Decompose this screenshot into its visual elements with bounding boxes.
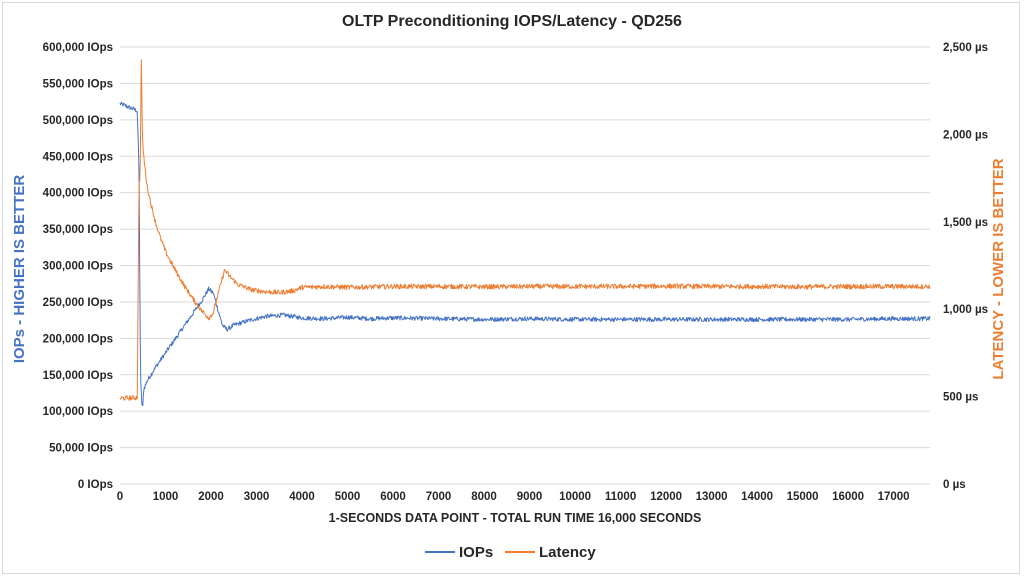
y-left-tick-label: 350,000 IOps	[43, 224, 113, 236]
x-tick-label: 5000	[335, 491, 361, 503]
y-left-tick-label: 450,000 IOps	[43, 151, 113, 163]
x-tick-label: 6000	[380, 491, 406, 503]
x-tick-label: 12000	[650, 491, 682, 503]
y-right-tick-label: 1,500 µs	[943, 217, 988, 229]
x-tick-label: 1000	[153, 491, 179, 503]
legend: IOPs Latency	[425, 544, 596, 561]
y-left-tick-label: 200,000 IOps	[43, 333, 113, 345]
y-right-tick-label: 500 µs	[943, 392, 978, 404]
y-left-tick-label: 0 IOps	[78, 479, 113, 491]
x-tick-label: 2000	[198, 491, 224, 503]
y-left-tick-label: 250,000 IOps	[43, 297, 113, 309]
y-left-tick-label: 100,000 IOps	[43, 406, 113, 418]
legend-label-latency: Latency	[539, 544, 596, 561]
x-tick-label: 7000	[426, 491, 452, 503]
y-left-tick-label: 300,000 IOps	[43, 261, 113, 273]
series-line-iops	[119, 101, 931, 406]
y-right-tick-label: 2,000 µs	[943, 129, 988, 141]
chart-title: OLTP Preconditioning IOPS/Latency - QD25…	[342, 13, 682, 30]
x-tick-label: 4000	[289, 491, 315, 503]
y-axis-label-right: LATENCY - LOWER IS BETTER	[990, 158, 1007, 379]
x-tick-label: 9000	[517, 491, 543, 503]
y-right-tick-label: 1,000 µs	[943, 304, 988, 316]
x-tick-label: 17000	[878, 491, 910, 503]
grid-lines	[120, 46, 930, 485]
x-axis-label: 1-SECONDS DATA POINT - TOTAL RUN TIME 16…	[329, 511, 702, 525]
y-right-tick-label: 2,500 µs	[943, 42, 988, 54]
y-axis-label-left: IOPs - HIGHER IS BETTER	[11, 175, 28, 364]
y-left-tick-label: 550,000 IOps	[43, 78, 113, 90]
y-left-tick-label: 500,000 IOps	[43, 115, 113, 127]
y-left-tick-label: 600,000 IOps	[43, 42, 113, 54]
x-tick-label: 10000	[559, 491, 591, 503]
series-line-latency	[119, 59, 931, 401]
y-left-tick-labels: 0 IOps 50,000 IOps 100,000 IOps 150,000 IOp…	[43, 42, 113, 491]
y-left-tick-label: 150,000 IOps	[43, 370, 113, 382]
x-tick-label: 3000	[244, 491, 270, 503]
x-tick-label: 15000	[787, 491, 819, 503]
x-tick-label: 0	[117, 491, 123, 503]
y-left-tick-label: 50,000 IOps	[49, 443, 113, 455]
x-tick-label: 8000	[471, 491, 497, 503]
x-tick-label: 16000	[832, 491, 864, 503]
x-tick-labels: 0 1000 2000 3000 4000 5000 6000 7000 8000 9000 100…	[117, 491, 910, 503]
chart-svg: OLTP Preconditioning IOPS/Latency - QD25…	[11, 13, 1007, 561]
legend-label-iops: IOPs	[459, 544, 493, 561]
x-tick-label: 14000	[741, 491, 773, 503]
y-left-tick-label: 400,000 IOps	[43, 188, 113, 200]
y-right-tick-label: 0 µs	[943, 479, 966, 491]
x-tick-label: 11000	[605, 491, 636, 503]
x-tick-label: 13000	[696, 491, 728, 503]
y-right-tick-labels: 0 µs 500 µs 1,000 µs 1,500 µs 2,000 µs 2,500 …	[943, 42, 988, 491]
